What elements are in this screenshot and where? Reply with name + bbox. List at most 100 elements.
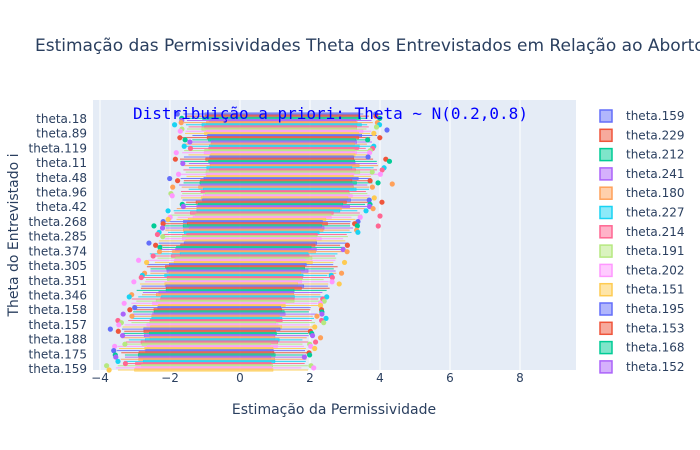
outlier-point	[115, 358, 121, 364]
outlier-point	[338, 270, 345, 276]
y-tick-label: theta.158	[29, 303, 87, 317]
outlier-point	[377, 135, 383, 141]
outlier-point	[366, 197, 372, 203]
outlier-point	[377, 115, 383, 121]
outlier-point	[174, 111, 180, 117]
outlier-point	[317, 335, 324, 341]
legend-swatch	[599, 109, 613, 123]
outlier-point	[111, 348, 117, 354]
x-tick-label: 2	[306, 371, 314, 385]
outlier-point	[386, 158, 393, 164]
y-axis-label: Theta do Entrevistado i	[6, 153, 22, 317]
legend[interactable]: theta.159 theta.229 theta.212 theta.241 thet…	[599, 109, 684, 374]
outlier-point	[329, 274, 335, 281]
legend-item[interactable]: theta.152	[599, 360, 684, 374]
outlier-point	[180, 160, 186, 167]
outlier-point	[165, 216, 171, 223]
legend-label: theta.151	[626, 283, 684, 297]
outlier-point	[151, 223, 157, 229]
outlier-point	[371, 195, 377, 201]
outlier-point	[365, 154, 371, 160]
legend-item[interactable]: theta.202	[599, 263, 684, 278]
outlier-points	[104, 111, 395, 373]
outlier-point	[375, 180, 381, 186]
outlier-point	[312, 324, 318, 330]
outlier-point	[154, 231, 161, 238]
legend-swatch	[599, 263, 613, 278]
outlier-point	[377, 171, 383, 177]
legend-item[interactable]: theta.153	[599, 321, 684, 336]
legend-item[interactable]: theta.159	[599, 109, 684, 123]
outlier-point	[355, 229, 361, 235]
outlier-point	[336, 281, 342, 287]
outlier-point	[160, 234, 166, 240]
outlier-point	[367, 178, 373, 184]
y-tick-label: theta.11	[36, 156, 87, 170]
legend-item[interactable]: theta.195	[599, 302, 684, 316]
legend-item[interactable]: theta.168	[599, 341, 684, 355]
outlier-point	[132, 305, 138, 311]
legend-item[interactable]: theta.151	[599, 283, 684, 297]
box-series	[115, 112, 379, 372]
outlier-point	[308, 343, 314, 349]
outlier-point	[122, 341, 128, 347]
legend-item[interactable]: theta.212	[599, 147, 684, 162]
legend-item[interactable]: theta.214	[599, 225, 684, 239]
legend-label: theta.159	[626, 109, 684, 123]
legend-swatch	[599, 244, 613, 258]
outlier-point	[370, 206, 376, 212]
chart-title: Estimação das Permissividades Theta dos …	[35, 36, 700, 56]
legend-swatch	[599, 225, 613, 239]
legend-item[interactable]: theta.180	[599, 186, 684, 200]
outlier-point	[122, 360, 129, 367]
outlier-point	[150, 253, 156, 259]
outlier-point	[379, 167, 385, 173]
outlier-point	[131, 279, 137, 285]
legend-label: theta.191	[626, 244, 684, 258]
outlier-point	[153, 242, 159, 248]
outlier-point	[187, 139, 193, 145]
legend-label: theta.227	[626, 206, 684, 220]
outlier-point	[143, 259, 150, 266]
outlier-point	[379, 199, 385, 205]
outlier-point	[363, 208, 369, 214]
outlier-point	[120, 311, 126, 317]
legend-swatch	[599, 321, 613, 336]
outlier-point	[129, 313, 135, 319]
outlier-point	[369, 184, 375, 190]
outlier-point	[312, 345, 318, 352]
y-tick-label: theta.42	[36, 200, 87, 214]
y-axis-ticks: theta.18theta.89theta.119theta.11theta.4…	[29, 112, 87, 376]
outlier-point	[309, 332, 316, 339]
outlier-point	[312, 339, 319, 345]
legend-item[interactable]: theta.241	[599, 167, 684, 181]
legend-swatch	[599, 167, 613, 181]
outlier-point	[187, 145, 194, 152]
outlier-point	[317, 302, 324, 309]
outlier-point	[344, 249, 350, 255]
y-tick-label: theta.18	[36, 112, 87, 126]
legend-swatch	[599, 147, 613, 162]
outlier-point	[384, 127, 390, 133]
y-tick-label: theta.159	[29, 362, 87, 376]
outlier-point	[172, 156, 178, 162]
x-tick-label: −2	[161, 371, 179, 385]
outlier-point	[314, 313, 320, 319]
outlier-point	[341, 259, 348, 266]
legend-label: theta.212	[626, 148, 684, 162]
legend-item[interactable]: theta.191	[599, 244, 684, 258]
y-tick-label: theta.351	[29, 274, 87, 288]
x-tick-label: 4	[376, 371, 384, 385]
legend-label: theta.180	[626, 186, 684, 200]
legend-item[interactable]: theta.229	[599, 128, 684, 142]
outlier-point	[323, 315, 329, 321]
outlier-point	[135, 257, 142, 263]
y-tick-label: theta.96	[36, 186, 87, 200]
outlier-point	[127, 307, 133, 313]
outlier-point	[107, 326, 113, 332]
outlier-point	[329, 279, 335, 285]
outlier-point	[373, 124, 380, 130]
legend-item[interactable]: theta.227	[599, 206, 684, 220]
outlier-point	[321, 320, 327, 326]
